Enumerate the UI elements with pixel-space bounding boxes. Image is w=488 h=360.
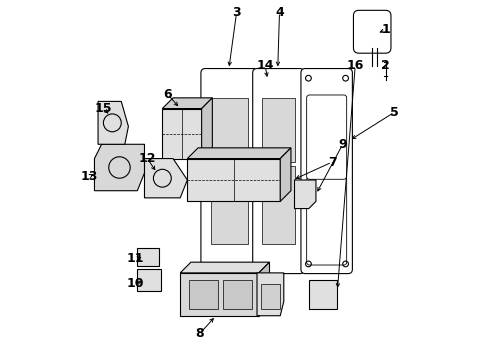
Polygon shape [144,158,187,198]
FancyBboxPatch shape [306,177,346,265]
Text: 8: 8 [195,327,204,340]
Text: 6: 6 [163,88,172,101]
Polygon shape [98,102,128,144]
Polygon shape [258,262,269,316]
Bar [261,98,294,162]
Text: 7: 7 [327,156,336,168]
Polygon shape [94,144,144,191]
Polygon shape [137,248,159,266]
Polygon shape [137,269,160,291]
Text: 2: 2 [381,59,389,72]
Polygon shape [162,109,201,158]
Bar [223,280,251,309]
Text: 12: 12 [138,152,156,165]
Polygon shape [280,148,290,202]
Polygon shape [187,148,290,158]
Bar [210,98,247,162]
Text: 13: 13 [80,170,98,183]
Text: 11: 11 [126,252,144,265]
Bar [261,166,294,244]
Text: 15: 15 [95,102,112,115]
Text: 1: 1 [381,23,389,36]
FancyBboxPatch shape [300,68,352,274]
Text: 9: 9 [338,138,346,151]
FancyBboxPatch shape [306,95,346,179]
Text: 5: 5 [389,105,398,119]
Text: 10: 10 [126,277,144,290]
Polygon shape [257,273,283,316]
Polygon shape [162,98,212,109]
Polygon shape [308,280,337,309]
Polygon shape [180,273,258,316]
Text: 4: 4 [275,6,284,19]
Polygon shape [201,98,212,158]
Polygon shape [180,262,269,273]
Text: 3: 3 [232,6,241,19]
FancyBboxPatch shape [252,68,304,274]
FancyBboxPatch shape [201,68,257,274]
Polygon shape [294,180,315,208]
Bar [260,284,280,309]
Bar [210,166,247,244]
Bar [189,280,217,309]
Polygon shape [187,158,280,202]
FancyBboxPatch shape [353,10,390,53]
Text: 16: 16 [346,59,363,72]
Text: 14: 14 [256,59,273,72]
